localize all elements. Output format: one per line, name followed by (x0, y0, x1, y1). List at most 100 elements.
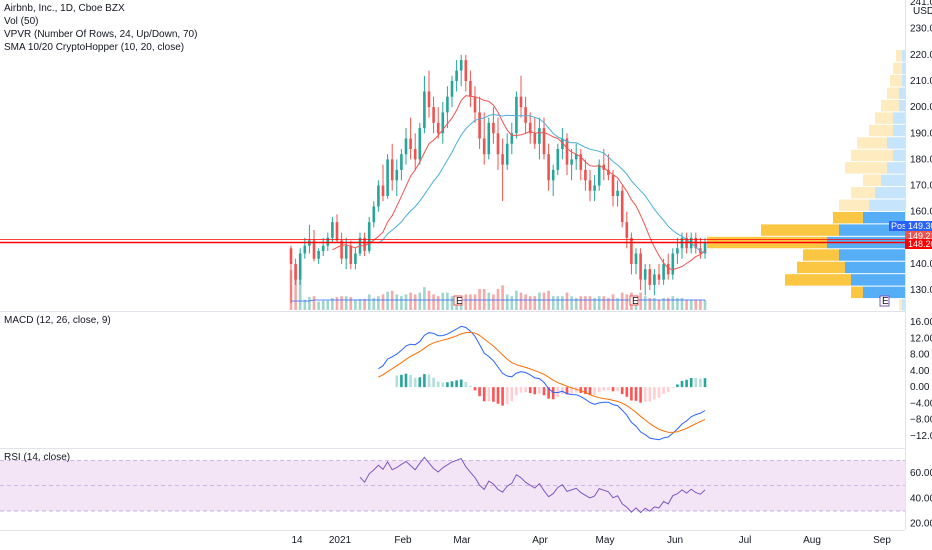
candle-body (524, 107, 527, 123)
vpvr-legend[interactable]: VPVR (Number Of Rows, 24, Up/Down, 70) (4, 29, 198, 40)
macd-tick-label: 12.00 (910, 333, 932, 344)
macd-histogram-bar (561, 387, 564, 395)
vpvr-up-bar (893, 124, 905, 137)
candle-body (533, 133, 537, 144)
candle-body (432, 107, 435, 123)
earnings-marker[interactable]: E (629, 295, 639, 307)
macd-legend[interactable]: MACD (12, 26, close, 9) (4, 314, 111, 327)
macd-histogram-bar (699, 378, 702, 388)
time-axis-ticks[interactable]: 14 2021 Feb Mar Apr May Jun Jul Aug Sep (291, 535, 891, 546)
candle-body (367, 222, 371, 251)
candle-body (372, 206, 376, 223)
volume-bar (676, 298, 679, 310)
volume-bar (400, 296, 403, 310)
volume-bar (611, 294, 615, 310)
macd-legend-label: MACD (12, 26, close, 9) (4, 315, 111, 326)
vpvr-down-bar (881, 99, 899, 112)
candle-body (648, 269, 652, 285)
macd-histogram-bar (593, 387, 596, 395)
candle-body (666, 263, 670, 275)
volume-bar (423, 287, 426, 310)
time-tick-label: Mar (453, 535, 471, 546)
last-price-tag: 148.20 (905, 239, 932, 249)
candle-body (459, 60, 463, 71)
candle-body (574, 154, 578, 160)
volume-bar (487, 292, 491, 310)
candle-body (515, 96, 518, 134)
volume-bar (367, 294, 371, 310)
macd-histogram-bar (694, 377, 698, 388)
upcoming-earnings-label: E (882, 296, 889, 307)
volume-bar (671, 296, 675, 310)
volume-bar (446, 292, 449, 310)
volume-bar (372, 298, 376, 310)
macd-histogram-bar (450, 381, 454, 388)
volume-bar (294, 270, 297, 310)
candle-body (584, 169, 587, 181)
macd-tick-label: −4.00 (910, 398, 932, 409)
candle-body (565, 138, 569, 165)
time-tick-label: May (596, 535, 615, 546)
macd-histogram-bar (666, 387, 670, 392)
earnings-marker-box (629, 295, 639, 306)
vpvr-up-bar (902, 50, 905, 62)
volume-bar (561, 296, 564, 310)
post-price-tag: Post 149.30 (889, 221, 932, 231)
volume-bar (409, 292, 412, 310)
candle-body (317, 250, 320, 259)
volume-legend[interactable]: Vol (50) (4, 16, 39, 27)
candle-body (331, 222, 334, 238)
macd-histogram-bar (482, 387, 486, 402)
candle-body (630, 237, 633, 264)
macd-histogram-bar (464, 381, 468, 388)
volume-bar (395, 294, 399, 310)
volume-bar (358, 298, 362, 310)
earnings-marker[interactable]: E (453, 295, 463, 307)
macd-histogram-bar (648, 387, 652, 402)
price-axis-background[interactable] (905, 0, 932, 550)
candle-body (363, 237, 366, 251)
rsi-legend[interactable]: RSI (14, close) (4, 451, 70, 464)
price-tick-label: 200.00 (910, 102, 932, 113)
candle-body (354, 253, 357, 264)
post-tag-bg (889, 221, 905, 231)
rsi-tick-label: 60.00 (910, 468, 932, 479)
macd-histogram-bar (492, 387, 495, 402)
vpvr-up-bar (899, 87, 905, 99)
upcoming-earnings-marker[interactable]: E (879, 295, 890, 307)
volume-bar (570, 296, 573, 310)
macd-histogram-bar (519, 387, 523, 393)
volume-bar (620, 292, 624, 310)
last-tag-bg (905, 239, 932, 249)
symbol-title[interactable]: Airbnb, Inc., 1D, Cboe BZX (4, 3, 125, 14)
volume-bar (666, 298, 670, 310)
macd-histogram-bar (473, 387, 477, 391)
macd-histogram-bar (620, 387, 624, 395)
macd-histogram-bar (703, 378, 707, 388)
macd-histogram-bar (657, 387, 661, 398)
volume-bar (565, 292, 569, 310)
candle-body (335, 222, 339, 241)
candle-body (528, 122, 532, 134)
volume-bar (588, 296, 592, 310)
volume-bar (510, 296, 514, 310)
volume-bar (326, 300, 330, 310)
sma-legend[interactable]: SMA 10/20 CryptoHopper (10, 20, close) (4, 42, 185, 53)
vpvr-up-bar (893, 112, 905, 124)
vpvr-down-bar (887, 87, 899, 99)
close-price-tag: 149.21 (905, 231, 932, 241)
rsi-pane (359, 456, 706, 514)
candle-body (289, 248, 293, 264)
candle-body (607, 169, 610, 176)
time-tick-label: Jul (739, 535, 752, 546)
volume-bar (349, 297, 353, 310)
vpvr-up-bar (875, 187, 905, 199)
vpvr-up-bar (863, 211, 905, 224)
volume-bar (505, 294, 509, 310)
vpvr-down-bar (890, 75, 902, 87)
macd-histogram-bar (528, 387, 532, 394)
macd-line (378, 325, 706, 441)
vpvr-up-bar (845, 261, 905, 274)
vpvr-down-bar (761, 224, 839, 236)
